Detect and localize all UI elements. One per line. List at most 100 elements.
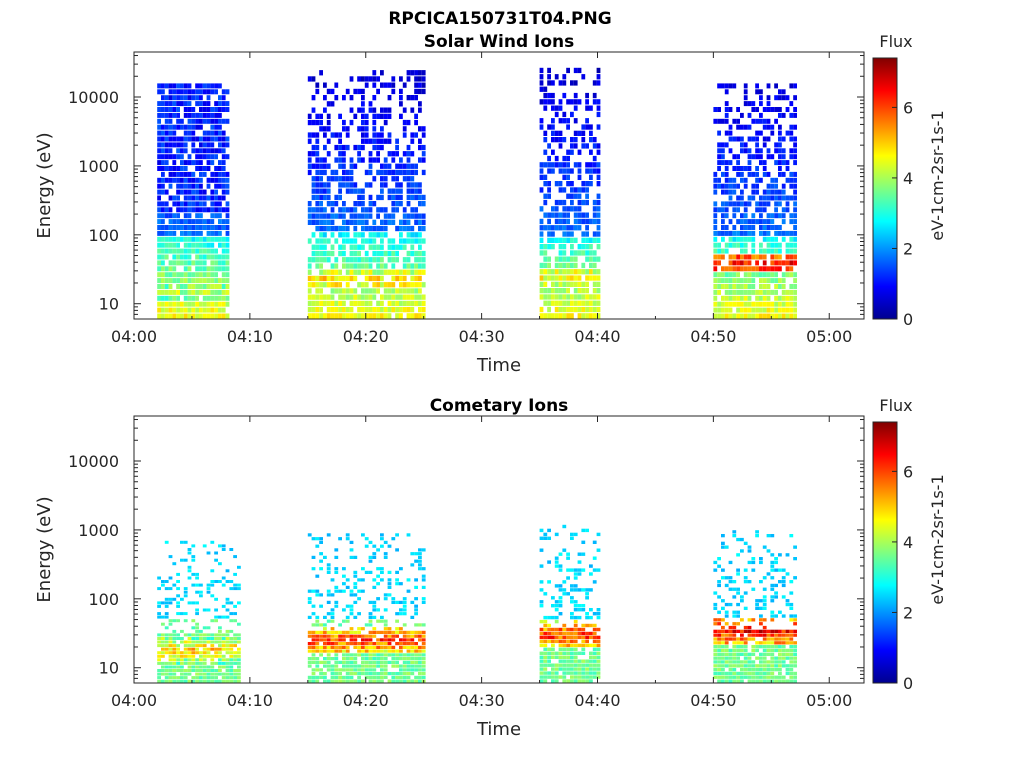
solar-wind-cell — [759, 242, 763, 248]
cometary-cell — [380, 668, 384, 672]
solar-wind-cell — [721, 266, 725, 272]
cometary-cell — [195, 647, 199, 651]
solar-wind-cell — [402, 275, 407, 282]
solar-wind-cell — [759, 301, 763, 307]
solar-wind-cell — [225, 289, 230, 295]
solar-wind-cell — [214, 112, 218, 118]
cometary-cell — [229, 580, 234, 583]
cometary-cell — [539, 671, 544, 675]
solar-wind-cell — [740, 248, 744, 254]
cometary-cell — [372, 544, 377, 548]
solar-wind-cell — [558, 288, 563, 294]
cometary-cell — [592, 647, 597, 651]
cometary-cell — [414, 649, 418, 653]
cometary-cell — [781, 580, 786, 584]
cometary-cell — [570, 532, 574, 537]
x-tick-label: 04:40 — [574, 691, 620, 710]
cometary-cell — [214, 580, 218, 583]
solar-wind-cell — [755, 171, 759, 177]
cometary-cell — [573, 623, 578, 628]
solar-wind-cell — [342, 257, 346, 263]
solar-wind-cell — [778, 112, 782, 118]
solar-wind-cell — [570, 111, 574, 118]
cometary-cell — [345, 653, 350, 657]
solar-wind-cell — [361, 113, 365, 119]
solar-wind-cell — [364, 182, 369, 188]
cometary-cell — [399, 653, 403, 657]
solar-wind-cell — [191, 136, 196, 142]
cometary-cell — [713, 602, 718, 607]
solar-wind-cell — [161, 284, 165, 289]
solar-wind-cell — [307, 213, 312, 219]
cometary-cell — [206, 676, 211, 680]
solar-wind-cell — [164, 136, 169, 142]
solar-wind-cell — [717, 207, 721, 213]
solar-wind-cell — [319, 263, 323, 269]
solar-wind-cell — [334, 176, 339, 182]
solar-wind-cell — [376, 307, 380, 313]
solar-wind-cell — [570, 269, 574, 275]
x-tick-label: 04:00 — [111, 327, 157, 346]
solar-wind-cell — [349, 176, 354, 182]
solar-wind-cell — [202, 107, 207, 112]
solar-wind-cell — [330, 225, 335, 232]
solar-wind-cell — [180, 136, 184, 142]
solar-wind-cell — [361, 307, 365, 313]
solar-wind-cell — [380, 282, 384, 288]
cometary-cell — [589, 655, 593, 659]
solar-wind-cell — [349, 163, 354, 169]
solar-wind-cell — [755, 148, 759, 154]
cometary-cell — [736, 572, 740, 576]
solar-wind-cell — [157, 124, 161, 130]
cometary-cell — [342, 675, 346, 679]
cometary-cell — [721, 660, 725, 664]
cometary-cell — [759, 622, 763, 626]
cometary-cell — [421, 634, 426, 638]
solar-wind-cell — [172, 124, 177, 130]
cometary-cell — [717, 660, 721, 664]
cometary-cell — [233, 661, 237, 665]
solar-wind-cell — [157, 160, 161, 166]
solar-wind-cell — [406, 288, 411, 294]
solar-wind-cell — [225, 254, 230, 260]
solar-wind-cell — [589, 244, 593, 250]
solar-wind-cell — [570, 149, 574, 155]
solar-wind-cell — [380, 163, 384, 169]
solar-wind-cell — [766, 171, 771, 177]
cometary-cell — [229, 665, 234, 669]
solar-wind-cell — [736, 136, 740, 142]
cometary-cell — [164, 626, 169, 630]
cometary-cell — [368, 619, 373, 623]
solar-wind-cell — [728, 313, 733, 319]
cometary-cell — [183, 647, 188, 651]
solar-wind-cell — [168, 171, 173, 177]
cometary-cell — [168, 658, 173, 662]
solar-wind-cell — [172, 101, 177, 107]
solar-wind-cell — [195, 313, 199, 319]
solar-wind-cell — [372, 275, 377, 282]
solar-wind-cell — [307, 282, 312, 288]
solar-wind-cell — [736, 183, 740, 189]
cometary-cell — [410, 634, 415, 638]
cometary-cell — [410, 660, 415, 664]
solar-wind-cell — [724, 207, 729, 213]
cometary-cell — [721, 576, 725, 580]
solar-wind-cell — [218, 254, 222, 260]
solar-wind-cell — [581, 237, 586, 243]
solar-wind-cell — [395, 194, 399, 201]
solar-wind-cell — [315, 288, 320, 294]
cometary-cell — [214, 615, 218, 619]
solar-wind-cell — [418, 269, 422, 275]
cometary-cell — [202, 665, 207, 669]
cometary-cell — [570, 643, 574, 648]
cometary-cell — [570, 667, 574, 671]
solar-wind-cell — [191, 95, 196, 101]
solar-wind-cell — [361, 219, 365, 225]
solar-wind-cell — [368, 76, 373, 82]
cometary-cell — [157, 654, 161, 658]
cometary-cell — [368, 634, 373, 638]
solar-wind-cell — [592, 92, 597, 99]
solar-wind-cell — [728, 284, 733, 289]
solar-wind-cell — [368, 244, 373, 250]
solar-wind-cell — [307, 113, 312, 119]
